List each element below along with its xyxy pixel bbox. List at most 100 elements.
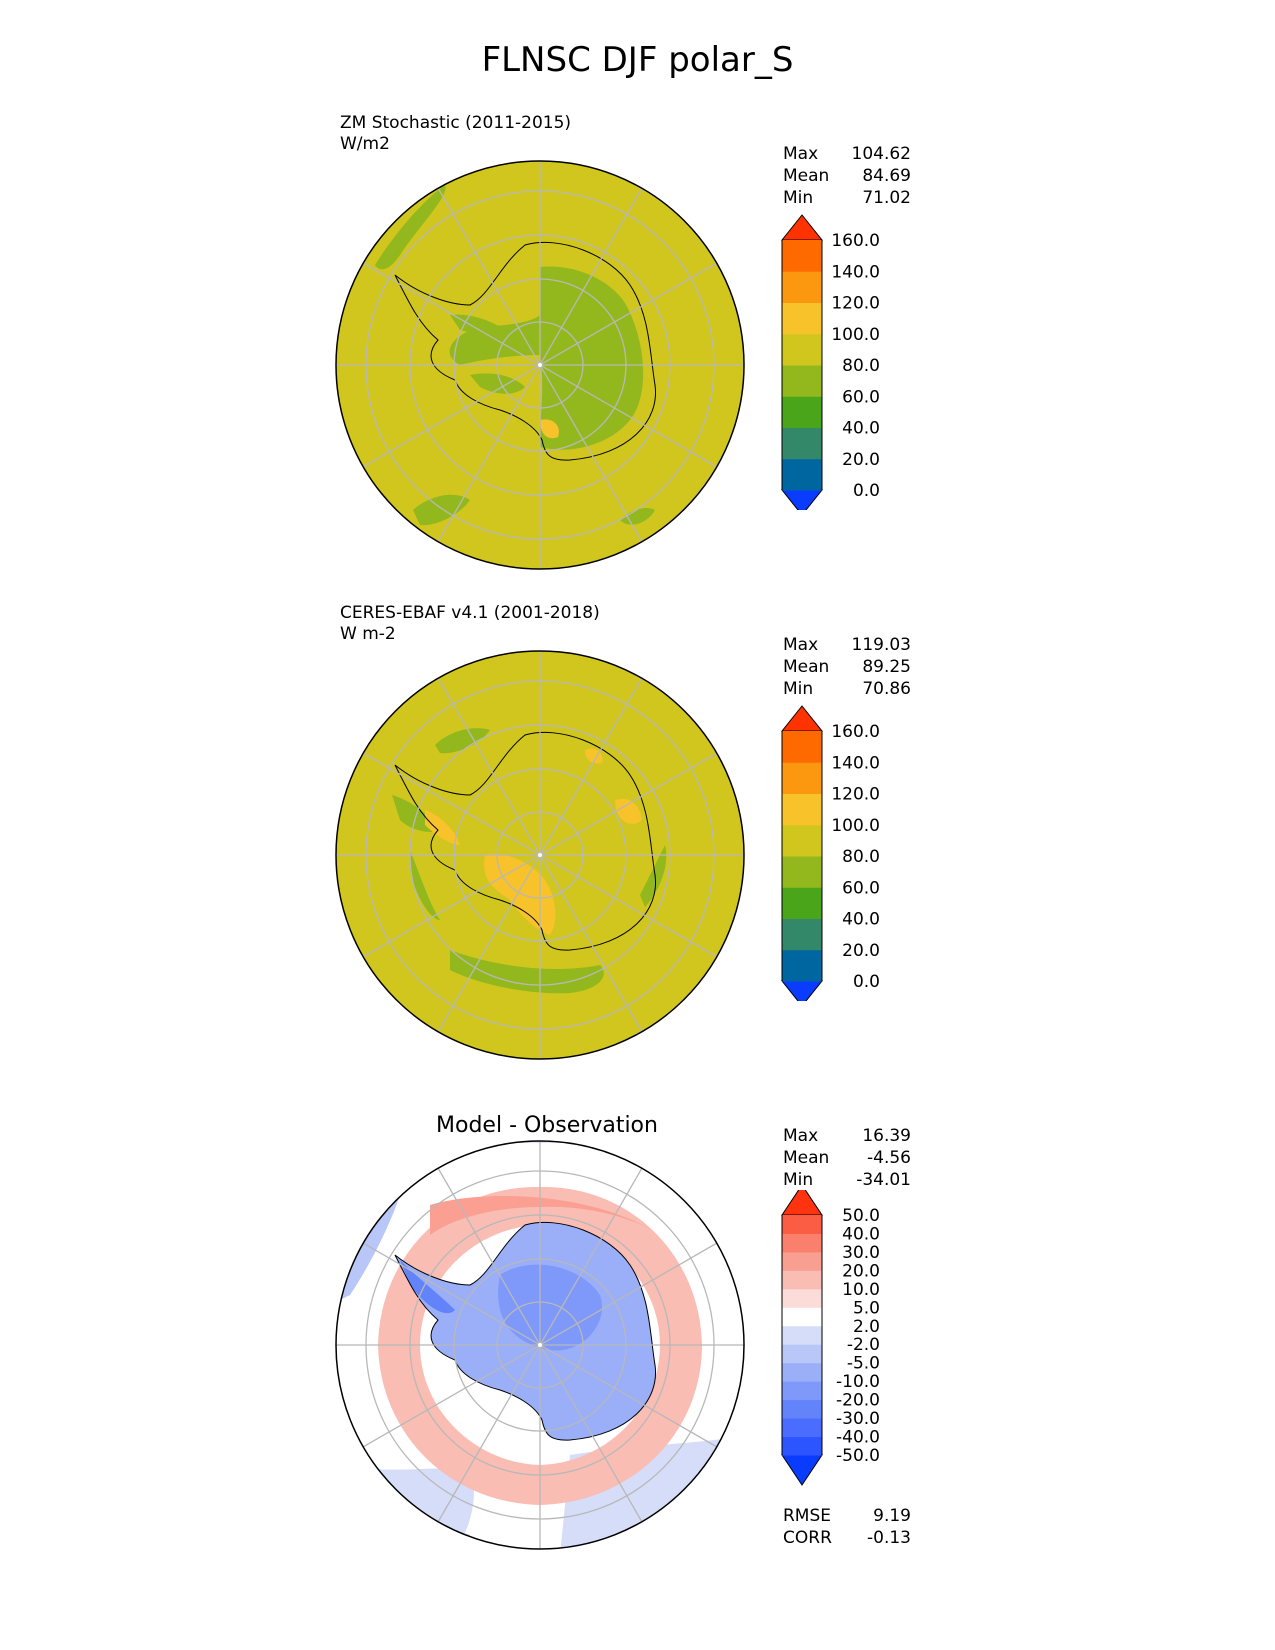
panel2-units: W m-2 bbox=[340, 624, 396, 644]
colorbar-tick-label: 10.0 bbox=[842, 1280, 880, 1300]
stat-name: Max bbox=[783, 1126, 819, 1146]
stat-row: Min 70.86 bbox=[783, 678, 911, 700]
colorbar-tick-label: 20.0 bbox=[842, 941, 880, 961]
stat-value: 16.39 bbox=[862, 1126, 911, 1146]
colorbar-tick-label: 140.0 bbox=[831, 262, 880, 282]
colorbar-tick-label: 50.0 bbox=[842, 1206, 880, 1226]
colorbar-band bbox=[782, 1307, 822, 1327]
colorbar-band bbox=[782, 1325, 822, 1345]
colorbar-tick-label: 80.0 bbox=[842, 847, 880, 867]
colorbar-bands bbox=[780, 214, 824, 510]
colorbar-band bbox=[782, 333, 822, 366]
panel2-label: CERES-EBAF v4.1 (2001-2018) W m-2 bbox=[340, 603, 600, 645]
colorbar-frame bbox=[781, 731, 823, 981]
stat-value: -34.01 bbox=[856, 1170, 911, 1190]
stat-value: 70.86 bbox=[862, 679, 911, 699]
colorbar-tick-label: 30.0 bbox=[842, 1243, 880, 1263]
colorbar-band bbox=[782, 1418, 822, 1438]
colorbar-band bbox=[782, 949, 822, 982]
colorbar-band bbox=[782, 762, 822, 794]
panel3-error-stats: RMSE 9.19 CORR -0.13 bbox=[783, 1505, 911, 1549]
stat-name: Mean bbox=[783, 166, 830, 186]
colorbar-band bbox=[782, 240, 822, 272]
figure-title: FLNSC DJF polar_S bbox=[481, 40, 794, 80]
colorbar-tick-label: 20.0 bbox=[842, 1261, 880, 1281]
colorbar-tick-label: 100.0 bbox=[831, 325, 880, 345]
colorbar-band bbox=[782, 1344, 822, 1364]
colorbar-tick-label: 40.0 bbox=[842, 1224, 880, 1244]
stat-value: -0.13 bbox=[867, 1528, 911, 1548]
colorbar-bands bbox=[781, 1190, 823, 1486]
colorbar-extend-max bbox=[780, 214, 824, 241]
colorbar-ticks: -50.0-40.0-30.0-20.0-10.0-5.0-2.02.05.01… bbox=[836, 1206, 880, 1466]
colorbar-tick-label: 100.0 bbox=[831, 816, 880, 836]
colorbar-band bbox=[782, 1288, 822, 1308]
stat-row: Mean 89.25 bbox=[783, 656, 911, 678]
colorbar-tick-label: 140.0 bbox=[831, 753, 880, 773]
colorbar-extend-min bbox=[780, 980, 824, 1001]
colorbar-band bbox=[782, 458, 822, 491]
colorbar-band bbox=[782, 731, 822, 763]
colorbar-band bbox=[782, 1215, 822, 1234]
panel2-colorbar: 0.0 20.0 40.0 60.0 80.0 100.0 120.0 140.0 160.0 bbox=[780, 705, 880, 1001]
stat-value: 9.19 bbox=[873, 1506, 911, 1526]
colorbar-tick-label: -5.0 bbox=[847, 1354, 880, 1374]
colorbar-extend-min bbox=[780, 489, 824, 510]
stat-row: CORR -0.13 bbox=[783, 1527, 911, 1549]
colorbar-tick-label: 60.0 bbox=[842, 878, 880, 898]
stat-row: Max 119.03 bbox=[783, 634, 911, 656]
panel2-stats: Max 119.03 Mean 89.25 Min 70.86 bbox=[783, 634, 911, 700]
colorbar-frame bbox=[781, 240, 823, 490]
stat-name: Max bbox=[783, 144, 819, 164]
colorbar-tick-label: 160.0 bbox=[831, 722, 880, 742]
colorbar-tick-label: 160.0 bbox=[831, 231, 880, 251]
colorbar-tick-label: -2.0 bbox=[847, 1335, 880, 1355]
stat-row: Max 104.62 bbox=[783, 143, 911, 165]
colorbar-extend-min bbox=[781, 1454, 823, 1486]
panel1-map bbox=[335, 160, 745, 570]
colorbar-band bbox=[782, 918, 822, 951]
panel3-colorbar: -50.0-40.0-30.0-20.0-10.0-5.0-2.02.05.01… bbox=[781, 1190, 880, 1486]
stat-row: Min -34.01 bbox=[783, 1169, 911, 1191]
colorbar-band bbox=[782, 1233, 822, 1253]
panel1-colorbar: 0.0 20.0 40.0 60.0 80.0 100.0 120.0 140.0 160.0 bbox=[780, 214, 880, 510]
stat-value: 71.02 bbox=[862, 188, 911, 208]
colorbar-ticks: 0.0 20.0 40.0 60.0 80.0 100.0 120.0 140.0 160.0 bbox=[831, 231, 880, 501]
panel2-map bbox=[335, 650, 745, 1060]
stat-value: 84.69 bbox=[862, 166, 911, 186]
colorbar-tick-label: -40.0 bbox=[836, 1428, 880, 1448]
stat-value: -4.56 bbox=[867, 1148, 911, 1168]
stat-name: Min bbox=[783, 679, 814, 699]
panel3-title: Model - Observation bbox=[436, 1113, 658, 1138]
colorbar-tick-label: 120.0 bbox=[831, 785, 880, 805]
stat-name: Min bbox=[783, 1170, 814, 1190]
colorbar-tick-label: 40.0 bbox=[842, 910, 880, 930]
panel2-title: CERES-EBAF v4.1 (2001-2018) bbox=[340, 603, 600, 623]
stat-name: Min bbox=[783, 188, 814, 208]
colorbar-band bbox=[782, 1270, 822, 1290]
panel1-stats: Max 104.62 Mean 84.69 Min 71.02 bbox=[783, 143, 911, 209]
colorbar-tick-label: 0.0 bbox=[853, 972, 880, 992]
colorbar-band bbox=[782, 302, 822, 335]
stat-name: RMSE bbox=[783, 1506, 832, 1526]
panel1-units: W/m2 bbox=[340, 134, 390, 154]
panel1-title: ZM Stochastic (2011-2015) bbox=[340, 113, 572, 133]
stat-row: Max 16.39 bbox=[783, 1125, 911, 1147]
colorbar-tick-label: -30.0 bbox=[836, 1409, 880, 1429]
stat-value: 89.25 bbox=[862, 657, 911, 677]
colorbar-band bbox=[782, 427, 822, 460]
colorbar-band bbox=[782, 1399, 822, 1419]
colorbar-tick-label: 40.0 bbox=[842, 419, 880, 439]
panel3-stats: Max 16.39 Mean -4.56 Min -34.01 bbox=[783, 1125, 911, 1191]
colorbar-tick-label: 20.0 bbox=[842, 450, 880, 470]
stat-row: RMSE 9.19 bbox=[783, 1505, 911, 1527]
colorbar-tick-label: 60.0 bbox=[842, 387, 880, 407]
stat-name: Max bbox=[783, 635, 819, 655]
colorbar-band bbox=[782, 824, 822, 857]
colorbar-extend-max bbox=[780, 705, 824, 732]
stat-value: 104.62 bbox=[851, 144, 911, 164]
colorbar-band bbox=[782, 887, 822, 919]
colorbar-band bbox=[782, 793, 822, 826]
colorbar-tick-label: 0.0 bbox=[853, 481, 880, 501]
colorbar-bands bbox=[780, 705, 824, 1001]
